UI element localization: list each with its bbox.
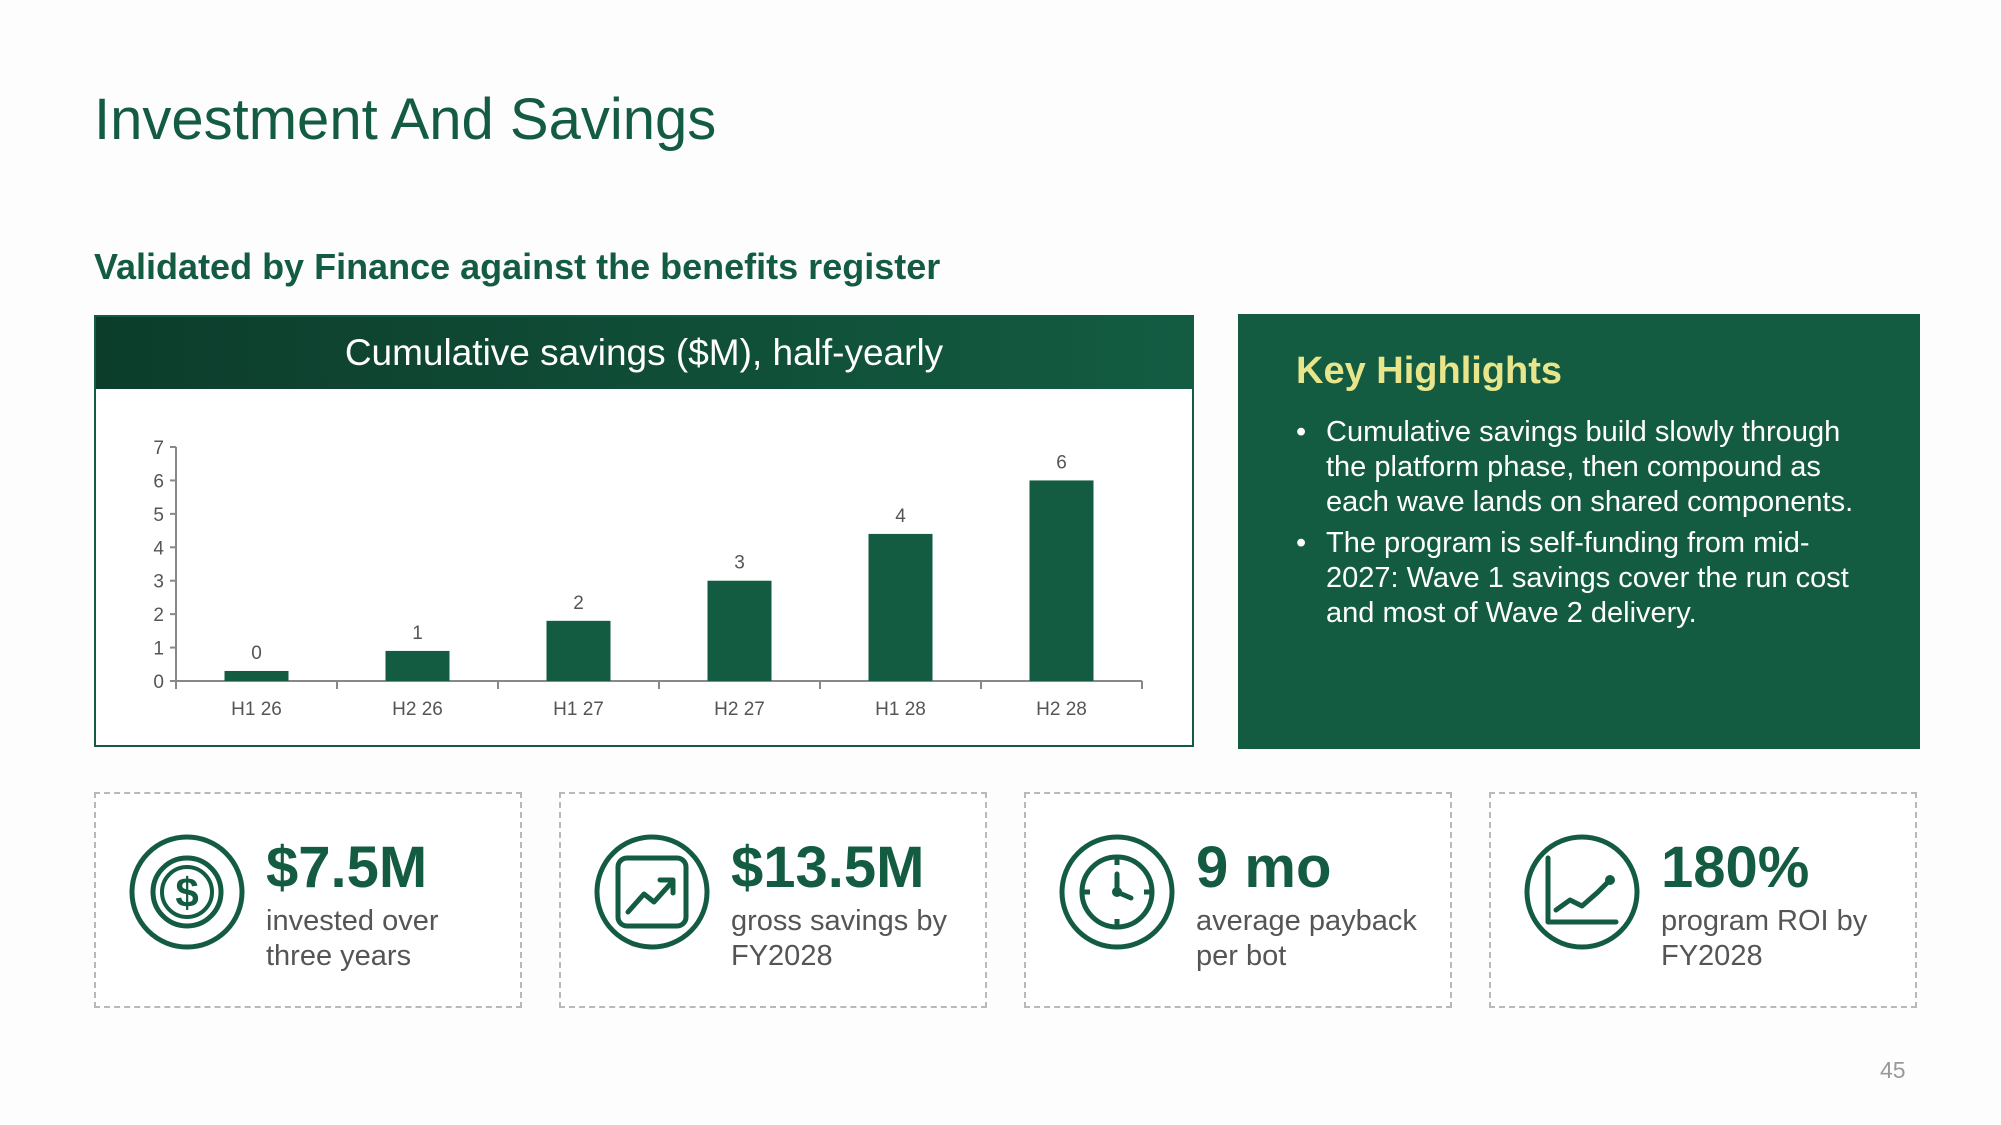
kpi-label: gross savings by FY2028 [731,905,947,972]
kpi-value: 9 mo [1196,835,1332,900]
y-tick-label: 4 [153,538,164,559]
line-graph-icon [1524,834,1640,950]
highlights-list: Cumulative savings build slowly through … [1296,415,1880,631]
x-tick-label: H1 28 [875,699,926,720]
bar-data-label: 6 [1056,452,1067,473]
x-tick-label: H1 26 [231,699,282,720]
y-tick-label: 7 [153,438,164,459]
x-tick-label: H2 26 [392,699,443,720]
bar-data-label: 2 [573,593,584,614]
kpi-label: invested over three years [266,905,439,972]
bar-data-label: 4 [895,506,906,527]
kpi-value: 180% [1661,835,1810,900]
bar [1029,480,1094,681]
chart-header: Cumulative savings ($M), half-yearly [96,317,1192,389]
bar [385,650,450,681]
x-tick-label: H2 27 [714,699,765,720]
kpi-card-roi: 180% program ROI by FY2028 [1489,792,1917,1008]
bar-data-label: 3 [734,553,745,574]
chart-panel: Cumulative savings ($M), half-yearly 0 1 2… [94,315,1194,747]
y-tick-label: 0 [153,672,164,693]
highlight-item: Cumulative savings build slowly through … [1296,415,1880,520]
key-highlights-heading: Key Highlights [1296,350,1563,392]
kpi-card-payback: 9 mo average payback per bot [1024,792,1452,1008]
y-tick-label: 1 [153,639,164,660]
page-number: 45 [1880,1057,1906,1083]
kpi-label: program ROI by FY2028 [1661,905,1868,972]
dollar-coin-icon: $ [129,834,245,950]
y-tick-label: 5 [153,505,164,526]
x-tick-label: H2 28 [1036,699,1087,720]
kpi-value: $13.5M [731,835,925,900]
y-tick-label: 6 [153,471,164,492]
bar-chart: 0 1 2 3 4 5 6 7 0 H1 26 1 H2 26 2 H1 27 3 H2 27 4 H1 28 6 H… [153,438,1143,720]
kpi-card-invested: $ $7.5M invested over three years [94,792,522,1008]
key-highlights-panel: Key Highlights Cumulative savings build … [1238,314,1920,749]
bar [707,580,772,681]
y-tick-label: 2 [153,605,164,626]
trend-up-chart-icon [594,834,710,950]
bar [546,620,611,681]
bar-data-label: 0 [251,643,262,664]
kpi-label: average payback per bot [1196,905,1417,972]
x-tick-label: H1 27 [553,699,604,720]
bar [224,670,289,681]
kpi-card-gross-savings: $13.5M gross savings by FY2028 [559,792,987,1008]
kpi-value: $7.5M [266,835,428,900]
slide-title: Investment And Savings [94,87,717,152]
svg-text:$: $ [175,869,198,916]
highlight-item: The program is self-funding from mid-202… [1296,526,1880,631]
slide-subtitle: Validated by Finance against the benefit… [94,246,941,287]
bar-data-label: 1 [412,623,423,644]
bar [868,533,933,681]
clock-icon [1059,834,1175,950]
y-tick-label: 3 [153,572,164,593]
